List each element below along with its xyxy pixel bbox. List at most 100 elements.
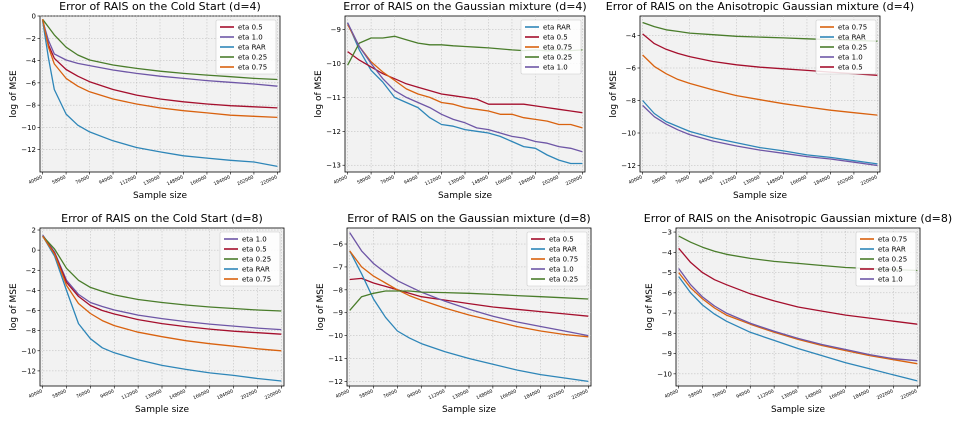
legend-label: eta 0.5 [549, 236, 574, 244]
y-axis-label: log of MSE [9, 70, 19, 118]
legend-box [219, 231, 281, 287]
series-line-eta-RAR [41, 20, 278, 168]
legend: eta 0.75 eta RAR eta 0.25 eta 0.5 eta 1.0 [855, 231, 917, 287]
ytick-label: −12 [21, 367, 36, 375]
y-axis-label: log of MSE [609, 70, 619, 118]
xtick-label: 202000 [876, 388, 894, 401]
series-line-eta-0-5 [41, 19, 278, 109]
ytick-label: −7 [333, 263, 343, 271]
legend-label: eta 0.5 [543, 34, 568, 42]
ytick-label: −6 [26, 79, 37, 87]
ytick-label: −4 [26, 57, 37, 65]
legend-label: eta RAR [549, 246, 577, 254]
xtick-label: 112000 [424, 174, 442, 187]
legend-label: eta 0.25 [238, 54, 267, 62]
ytick-label: −10 [326, 60, 341, 68]
legend: eta 0.5 eta RAR eta 0.75 eta 1.0 eta 0.25 [526, 231, 588, 287]
series-line-eta-0-25 [349, 290, 589, 311]
xtick-label: 202000 [541, 174, 559, 187]
ytick-label: −9 [662, 350, 672, 358]
series-line-eta-0-5 [42, 235, 282, 335]
legend: eta RAR eta 0.5 eta 0.75 eta 0.25 eta 1.0 [520, 19, 582, 75]
chart-title: Error of RAIS on the Anisotropic Gaussia… [644, 212, 952, 225]
ytick-label: −6 [626, 65, 637, 73]
series-line-eta-0-75 [347, 24, 583, 129]
y-axis-label: log of MSE [316, 283, 326, 331]
series-line-eta-RAR [642, 100, 878, 165]
xtick-label: 184000 [213, 174, 231, 187]
ytick-label: −12 [621, 162, 636, 170]
ytick-label: −10 [21, 347, 36, 355]
ytick-label: 2 [32, 227, 36, 235]
xtick-label: 58000 [356, 174, 372, 186]
xtick-label: 220000 [565, 174, 583, 187]
xtick-label: 220000 [571, 388, 589, 401]
x-axis-label: Sample size [733, 191, 788, 201]
ytick-label: −12 [328, 378, 343, 386]
xtick-label: 130000 [447, 174, 465, 187]
series-line-eta-0-75 [349, 250, 589, 338]
series-line-eta-RAR [42, 235, 282, 382]
legend-label: eta 0.5 [238, 24, 263, 32]
xtick-label: 130000 [144, 388, 162, 401]
y-axis-label: log of MSE [314, 70, 324, 118]
chart-panel-5: −6 −7 −8 −9 −10 −11 −12 40000 58000 76000 94000 112… [316, 212, 592, 415]
xtick-label: 112000 [757, 388, 775, 401]
xtick-label: 166000 [189, 174, 207, 187]
xtick-label: 166000 [192, 388, 210, 401]
x-axis-label: Sample size [442, 405, 497, 415]
series-line-eta-0-75 [42, 235, 282, 352]
xtick-label: 130000 [780, 388, 798, 401]
xtick-label: 148000 [766, 174, 784, 187]
legend-label: eta 0.75 [238, 64, 267, 72]
legend-label: eta 0.25 [838, 44, 867, 52]
chart-title: Error of RAIS on the Gaussian mixture (d… [343, 0, 586, 13]
ytick-label: −7 [662, 310, 672, 318]
ytick-label: −2 [26, 35, 36, 43]
ytick-label: −12 [326, 128, 341, 136]
series-line-eta-1-0 [349, 232, 589, 337]
series-line-eta-1-0 [41, 20, 278, 87]
legend-label: eta 1.0 [878, 276, 903, 284]
ytick-label: −4 [662, 249, 673, 257]
ytick-label: −8 [626, 97, 636, 105]
legend-label: eta 0.5 [242, 246, 267, 254]
legend-label: eta 1.0 [549, 266, 574, 274]
ytick-label: −11 [328, 355, 343, 363]
legend-box [855, 231, 917, 287]
xtick-label: 202000 [836, 174, 854, 187]
chart-title: Error of RAIS on the Cold Start (d=4) [59, 0, 261, 13]
series-line-eta-RAR [347, 22, 583, 165]
xtick-label: 148000 [166, 174, 184, 187]
ytick-label: −5 [662, 269, 672, 277]
xtick-label: 184000 [518, 174, 536, 187]
series-line-eta-0-5 [349, 277, 589, 317]
xtick-label: 184000 [523, 388, 541, 401]
ytick-label: −8 [26, 327, 36, 335]
legend-label: eta 1.0 [543, 64, 568, 72]
x-axis-label: Sample size [135, 405, 190, 415]
xtick-label: 112000 [119, 174, 137, 187]
series-line-eta-0-75 [678, 272, 918, 365]
ytick-label: −4 [626, 32, 637, 40]
legend-box [215, 19, 277, 75]
legend-label: eta RAR [543, 24, 571, 32]
xtick-label: 166000 [499, 388, 517, 401]
xtick-label: 40000 [333, 174, 349, 186]
legend-label: eta 0.75 [242, 276, 271, 284]
xtick-label: 166000 [494, 174, 512, 187]
legend-label: eta 0.75 [543, 44, 572, 52]
xtick-label: 130000 [451, 388, 469, 401]
series-line-eta-1-0 [678, 268, 918, 362]
series-line-eta-1-0 [42, 234, 282, 331]
legend-label: eta 0.75 [878, 236, 907, 244]
series-line-eta-0-25 [42, 18, 278, 81]
xtick-label: 130000 [742, 174, 760, 187]
xtick-label: 94000 [98, 174, 114, 186]
ytick-label: 0 [32, 13, 36, 21]
ytick-label: −4 [26, 287, 37, 295]
legend-label: eta 0.5 [878, 266, 903, 274]
xtick-label: 40000 [28, 174, 44, 186]
x-axis-label: Sample size [438, 191, 493, 201]
legend-label: eta 1.0 [838, 54, 863, 62]
